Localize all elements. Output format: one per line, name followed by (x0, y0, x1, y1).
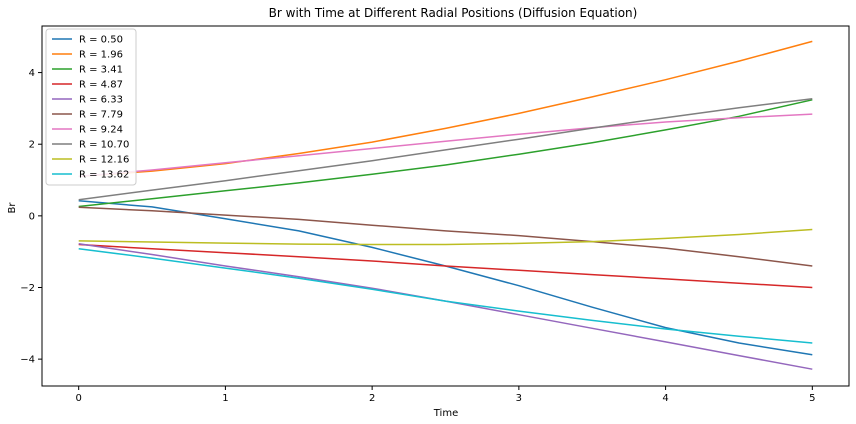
y-tick-label-0: −4 (20, 355, 35, 366)
x-tick-label-0: 0 (75, 393, 81, 404)
legend-entry-3: R = 4.87 (79, 80, 123, 91)
legend: R = 0.50 R = 1.96 R = 3.41 R = 4.87 R = 6.33… (45, 28, 137, 186)
x-tick-label-2: 2 (369, 393, 375, 404)
legend-entry-6: R = 9.24 (79, 125, 123, 136)
plot-area (78, 40, 813, 370)
y-axis-label: Br (7, 202, 18, 214)
series-line-2 (78, 99, 813, 208)
x-tick-label-1: 1 (222, 393, 228, 404)
series-line-5 (78, 206, 813, 267)
y-tick-label-4: 4 (29, 68, 35, 79)
legend-entry-5: R = 7.79 (79, 110, 123, 121)
chart-title: Br with Time at Different Radial Positio… (269, 6, 638, 20)
legend-entry-1: R = 1.96 (79, 50, 123, 61)
series-line-0 (78, 200, 813, 356)
series-line-9 (78, 248, 813, 344)
legend-entry-8: R = 12.16 (79, 155, 129, 166)
legend-entry-4: R = 6.33 (79, 95, 123, 106)
y-tick-label-2: 0 (29, 211, 35, 222)
plot-frame (41, 25, 850, 387)
legend-entry-9: R = 13.62 (79, 170, 129, 181)
y-tick-label-3: 2 (29, 140, 35, 151)
x-axis-label: Time (433, 408, 458, 419)
series-line-8 (78, 228, 813, 246)
x-tick-label-3: 3 (516, 393, 522, 404)
legend-box (45, 28, 137, 186)
series-line-7 (78, 97, 813, 201)
series-line-1 (78, 40, 813, 178)
x-tick-label-4: 4 (662, 393, 668, 404)
legend-entry-2: R = 3.41 (79, 65, 123, 76)
series-line-6 (78, 113, 813, 178)
x-tick-label-5: 5 (809, 393, 815, 404)
legend-entry-0: R = 0.50 (79, 35, 123, 46)
y-tick-label-1: −2 (20, 283, 35, 294)
legend-entry-7: R = 10.70 (79, 140, 129, 151)
series-line-3 (78, 243, 813, 289)
axis-ticks: 0 1 2 3 4 5 −4 −2 0 2 4 (20, 68, 815, 404)
